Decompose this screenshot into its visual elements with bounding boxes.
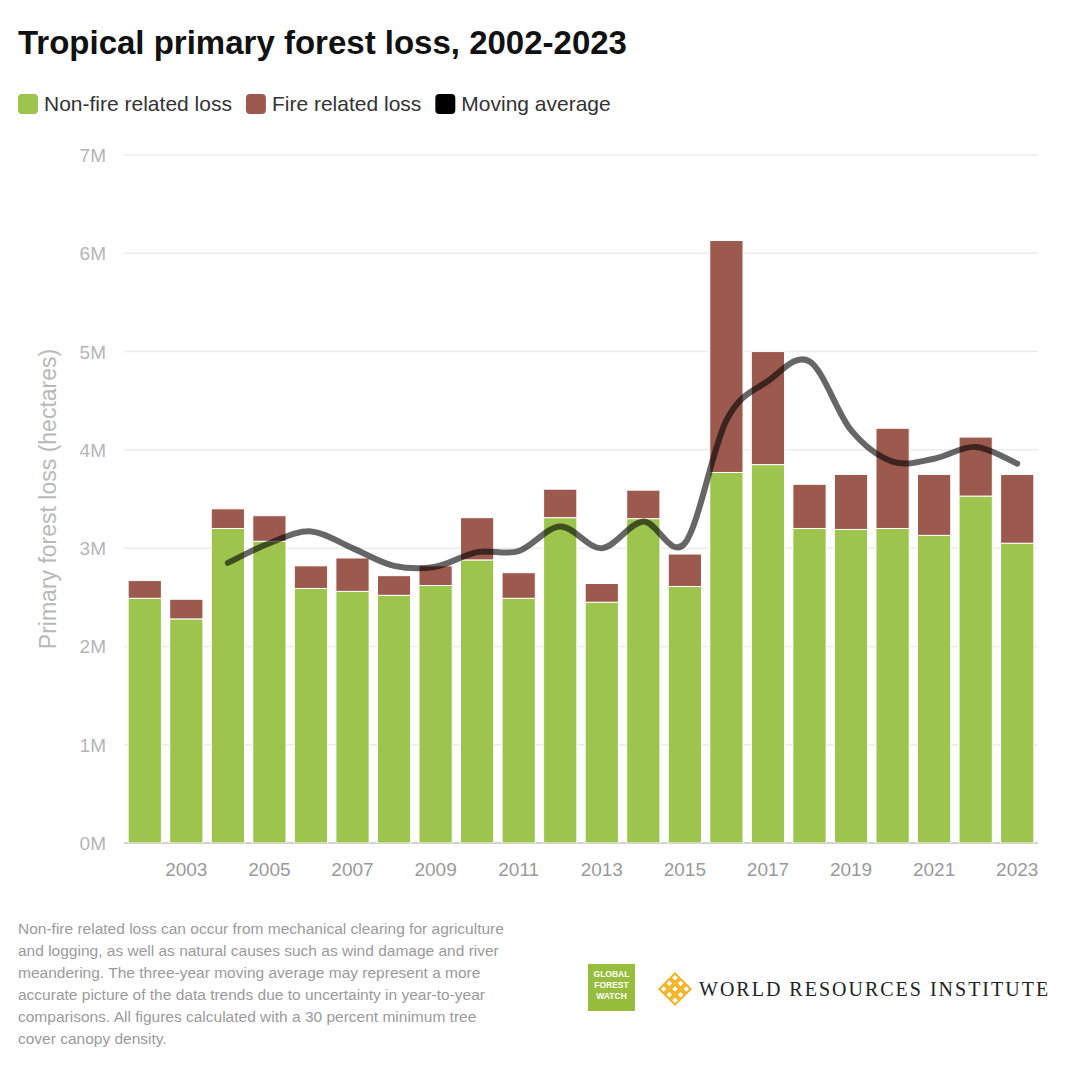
x-tick-label: 2003: [165, 859, 207, 880]
gfw-logo: GLOBALFORESTWATCH: [588, 964, 635, 1011]
y-axis-label: Primary forest loss (hectares): [35, 349, 61, 649]
x-tick-label: 2007: [331, 859, 373, 880]
bar: [544, 518, 577, 843]
bar: [710, 241, 743, 473]
grid-line: [124, 351, 1038, 353]
y-tick-label: 0M: [80, 833, 106, 854]
chart: Tropical primary forest loss, 2002-2023 N…: [0, 0, 1080, 1080]
legend-label: Moving average: [461, 92, 610, 115]
bar: [502, 573, 535, 599]
bar: [211, 528, 244, 843]
bar: [751, 465, 784, 843]
y-tick-label: 2M: [80, 636, 106, 657]
gfw-logo-word: FOREST: [594, 980, 629, 990]
bar: [793, 484, 826, 528]
bar: [294, 588, 327, 843]
bar: [668, 554, 701, 586]
y-tick-label: 6M: [80, 243, 106, 264]
plot-area: [128, 241, 1034, 843]
bar: [253, 541, 286, 843]
x-tick-label: 2009: [414, 859, 456, 880]
bar: [377, 576, 410, 596]
title: Tropical primary forest loss, 2002-2023: [18, 24, 627, 61]
legend-swatch: [246, 94, 266, 114]
legend-item: Moving average: [435, 92, 610, 115]
wri-icon: [659, 973, 690, 1004]
grid-line: [124, 253, 1038, 255]
x-tick-label: 2005: [248, 859, 290, 880]
wri-logo-text: WORLD RESOURCES INSTITUTE: [699, 978, 1050, 1000]
legend-swatch: [18, 94, 38, 114]
bar: [419, 585, 452, 843]
bar: [336, 558, 369, 591]
bar: [461, 560, 494, 843]
legend-label: Non-fire related loss: [44, 92, 232, 115]
x-tick-label: 2011: [498, 859, 539, 880]
bar: [918, 535, 951, 843]
bar: [668, 586, 701, 843]
bar: [1001, 474, 1034, 543]
bar: [170, 619, 203, 843]
bar: [377, 595, 410, 843]
legend-swatch: [435, 94, 455, 114]
x-tick-label: 2015: [664, 859, 706, 880]
bar: [876, 528, 909, 843]
bar: [876, 428, 909, 528]
legend-label: Fire related loss: [272, 92, 421, 115]
wri-icon-cell: [671, 996, 679, 1004]
x-tick-label: 2019: [830, 859, 872, 880]
moving-average-line: [228, 359, 1017, 568]
legend-item: Fire related loss: [246, 92, 421, 115]
bar: [1001, 543, 1034, 843]
bar: [294, 566, 327, 589]
bar: [128, 598, 161, 843]
y-tick-label: 1M: [80, 735, 106, 756]
x-tick-label: 2023: [996, 859, 1038, 880]
page: {"chart_data": { "type": "bar", "stacked…: [0, 0, 1080, 1080]
footnote: Non-fire related loss can occur from mec…: [18, 918, 518, 1050]
bar: [793, 528, 826, 843]
bar: [502, 598, 535, 843]
gfw-logo-box: [588, 964, 635, 1011]
gfw-logo-text: GLOBALFORESTWATCH: [594, 969, 630, 1001]
bar: [544, 489, 577, 518]
x-tick-label: 2017: [747, 859, 789, 880]
bar: [336, 591, 369, 843]
gfw-logo-word: WATCH: [596, 991, 627, 1001]
y-tick-label: 4M: [80, 440, 106, 461]
gfw-logo-word: GLOBAL: [594, 969, 630, 979]
bar: [585, 602, 618, 843]
wri-logo: WORLD RESOURCES INSTITUTE: [659, 973, 1050, 1004]
y-tick-label: 7M: [80, 145, 106, 166]
legend-item: Non-fire related loss: [18, 92, 232, 115]
x-tick-label: 2021: [913, 859, 955, 880]
grid-line: [124, 154, 1038, 156]
bar: [918, 474, 951, 535]
bar: [710, 472, 743, 843]
bar: [834, 474, 867, 529]
bar: [627, 490, 660, 519]
bar: [128, 581, 161, 599]
bar: [170, 599, 203, 619]
bar: [834, 529, 867, 843]
y-tick-label: 3M: [80, 538, 106, 559]
y-tick-label: 5M: [80, 342, 106, 363]
bar: [627, 519, 660, 843]
bar: [959, 496, 992, 843]
bar: [585, 584, 618, 603]
bar: [211, 509, 244, 529]
x-tick-label: 2013: [581, 859, 623, 880]
